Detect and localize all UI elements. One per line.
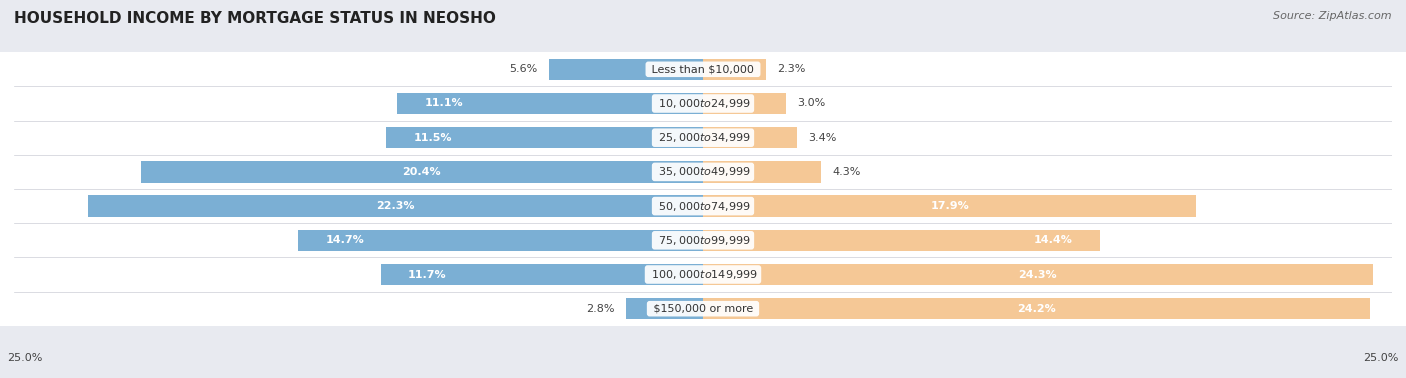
Text: $10,000 to $24,999: $10,000 to $24,999 xyxy=(655,97,751,110)
Text: 24.3%: 24.3% xyxy=(1018,270,1057,279)
Text: 11.1%: 11.1% xyxy=(425,99,464,108)
Bar xyxy=(298,230,703,251)
Bar xyxy=(0,257,1406,291)
Bar xyxy=(703,127,797,148)
Text: 22.3%: 22.3% xyxy=(377,201,415,211)
Bar xyxy=(0,121,1406,155)
Text: $75,000 to $99,999: $75,000 to $99,999 xyxy=(655,234,751,247)
Text: 3.4%: 3.4% xyxy=(807,133,837,143)
Bar xyxy=(548,59,703,80)
Bar xyxy=(626,298,703,319)
Bar xyxy=(141,161,703,183)
Text: 2.8%: 2.8% xyxy=(586,304,614,314)
Bar xyxy=(703,93,786,114)
Text: 17.9%: 17.9% xyxy=(931,201,969,211)
Bar xyxy=(703,161,821,183)
Text: 25.0%: 25.0% xyxy=(1364,353,1399,363)
Bar xyxy=(0,223,1406,257)
Text: $25,000 to $34,999: $25,000 to $34,999 xyxy=(655,131,751,144)
Text: HOUSEHOLD INCOME BY MORTGAGE STATUS IN NEOSHO: HOUSEHOLD INCOME BY MORTGAGE STATUS IN N… xyxy=(14,11,496,26)
Text: Source: ZipAtlas.com: Source: ZipAtlas.com xyxy=(1274,11,1392,21)
Bar xyxy=(0,87,1406,121)
Bar xyxy=(396,93,703,114)
Bar xyxy=(0,155,1406,189)
Text: 3.0%: 3.0% xyxy=(797,99,825,108)
Text: $35,000 to $49,999: $35,000 to $49,999 xyxy=(655,166,751,178)
Bar xyxy=(381,264,703,285)
Bar xyxy=(0,189,1406,223)
Bar xyxy=(387,127,703,148)
Bar xyxy=(0,52,1406,87)
Text: 14.4%: 14.4% xyxy=(1033,235,1073,245)
Text: 2.3%: 2.3% xyxy=(778,64,806,74)
Bar xyxy=(703,298,1369,319)
Text: 11.7%: 11.7% xyxy=(408,270,447,279)
Bar xyxy=(703,195,1197,217)
Text: $50,000 to $74,999: $50,000 to $74,999 xyxy=(655,200,751,212)
Text: 4.3%: 4.3% xyxy=(832,167,860,177)
Text: 25.0%: 25.0% xyxy=(7,353,42,363)
Text: 5.6%: 5.6% xyxy=(509,64,537,74)
Text: 20.4%: 20.4% xyxy=(402,167,441,177)
Text: 24.2%: 24.2% xyxy=(1017,304,1056,314)
Bar xyxy=(703,264,1372,285)
Text: Less than $10,000: Less than $10,000 xyxy=(648,64,758,74)
Text: 14.7%: 14.7% xyxy=(325,235,364,245)
Bar xyxy=(0,291,1406,326)
Text: 11.5%: 11.5% xyxy=(413,133,453,143)
Bar xyxy=(703,59,766,80)
Bar xyxy=(703,230,1099,251)
Text: $150,000 or more: $150,000 or more xyxy=(650,304,756,314)
Bar xyxy=(89,195,703,217)
Text: $100,000 to $149,999: $100,000 to $149,999 xyxy=(648,268,758,281)
